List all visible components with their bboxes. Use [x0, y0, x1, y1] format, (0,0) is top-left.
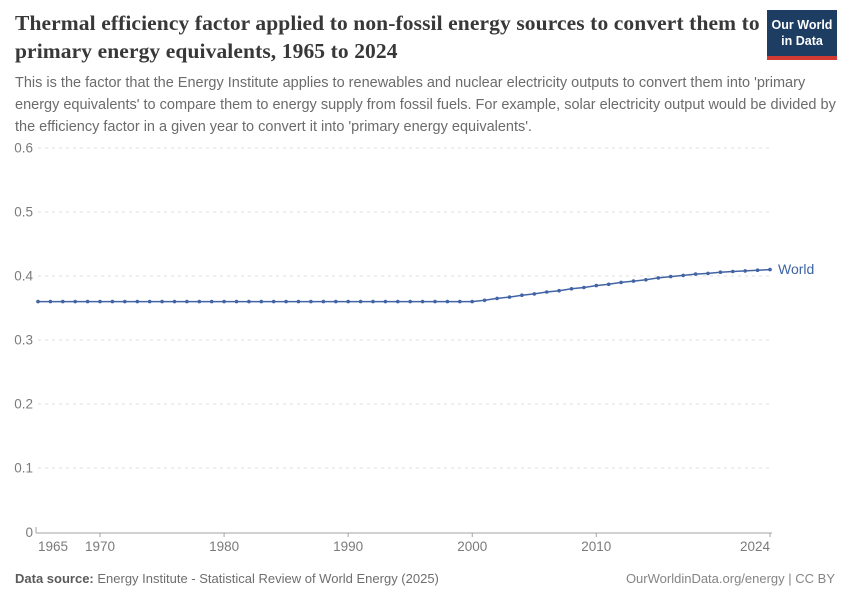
data-point[interactable] [718, 270, 723, 275]
data-point[interactable] [396, 299, 400, 304]
data-point[interactable] [209, 299, 214, 304]
data-point[interactable] [507, 295, 512, 299]
data-point[interactable] [644, 278, 648, 282]
data-point[interactable] [346, 299, 351, 304]
data-point[interactable] [557, 288, 561, 293]
data-point[interactable] [668, 274, 673, 279]
y-tick-label: 0.2 [14, 397, 33, 412]
data-point[interactable] [309, 299, 313, 304]
data-point[interactable] [606, 282, 611, 287]
data-point[interactable] [185, 299, 189, 304]
data-point[interactable] [594, 283, 599, 288]
data-point[interactable] [433, 299, 437, 304]
y-tick-label: 0.3 [14, 333, 33, 348]
data-point[interactable] [520, 293, 524, 298]
data-point[interactable] [160, 299, 164, 304]
data-point[interactable] [98, 299, 102, 304]
data-point[interactable] [296, 299, 301, 304]
data-point[interactable] [470, 299, 475, 304]
data-point[interactable] [755, 268, 760, 273]
data-point[interactable] [259, 299, 264, 304]
data-point[interactable] [61, 299, 65, 304]
x-tick-label: 2000 [457, 539, 487, 554]
x-tick-label: 1970 [85, 539, 115, 554]
data-point[interactable] [334, 299, 338, 304]
data-point[interactable] [147, 299, 152, 304]
x-tick-label: 1980 [209, 539, 239, 554]
data-point[interactable] [731, 269, 735, 274]
chart-subtitle: This is the factor that the Energy Insti… [15, 75, 836, 135]
entity-label-world[interactable]: World [778, 261, 814, 277]
data-line-world[interactable] [38, 268, 771, 303]
data-point[interactable] [619, 280, 623, 285]
chart-header: Thermal efficiency factor applied to non… [15, 10, 760, 65]
owid-logo-line2: in Data [781, 34, 823, 49]
data-point[interactable] [532, 292, 537, 296]
data-point[interactable] [123, 299, 127, 304]
data-point[interactable] [85, 299, 90, 304]
data-point[interactable] [495, 296, 499, 301]
x-tick-label: 2010 [581, 539, 611, 554]
data-point[interactable] [371, 299, 375, 304]
data-point[interactable] [656, 276, 661, 280]
data-point[interactable] [706, 271, 710, 276]
data-point[interactable] [234, 299, 239, 304]
data-point[interactable] [445, 299, 450, 304]
data-point[interactable] [110, 299, 115, 304]
attribution-link[interactable]: OurWorldinData.org/energy | CC BY [625, 571, 835, 586]
data-point[interactable] [743, 269, 747, 273]
data-point[interactable] [271, 299, 276, 304]
data-source-text: Energy Institute - Statistical Review of… [93, 571, 439, 586]
data-point[interactable] [693, 272, 698, 276]
owid-logo-line1: Our World [771, 18, 833, 32]
x-tick-label: 1990 [333, 539, 363, 554]
data-point[interactable] [681, 273, 685, 278]
owid-logo[interactable]: Our World in Data [767, 10, 837, 60]
data-point[interactable] [582, 285, 586, 290]
data-point[interactable] [544, 290, 549, 294]
chart-title: Thermal efficiency factor applied to non… [15, 11, 760, 63]
data-point[interactable] [172, 299, 177, 304]
data-point[interactable] [222, 299, 226, 304]
data-point[interactable] [48, 299, 53, 304]
data-point[interactable] [247, 299, 251, 304]
data-point[interactable] [36, 299, 40, 304]
data-source-label: Data source: [15, 571, 94, 586]
y-tick-label: 0.6 [14, 141, 33, 156]
data-point[interactable] [569, 287, 574, 291]
data-point[interactable] [383, 299, 388, 304]
data-point[interactable] [482, 298, 487, 303]
data-point[interactable] [73, 299, 77, 304]
data-point[interactable] [321, 299, 326, 304]
x-tick-label: 1965 [38, 539, 68, 554]
data-point[interactable] [135, 299, 140, 304]
data-point[interactable] [284, 299, 288, 304]
chart-footer: Data source: Energy Institute - Statisti… [15, 571, 835, 586]
y-tick-label: 0.5 [14, 205, 33, 220]
x-tick-label: 2024 [740, 539, 771, 554]
data-point[interactable] [358, 299, 363, 304]
data-point[interactable] [458, 299, 462, 304]
data-source: Data source: Energy Institute - Statisti… [15, 571, 439, 586]
data-point[interactable] [197, 299, 202, 304]
data-point[interactable] [408, 299, 413, 304]
y-tick-label: 0.1 [14, 461, 33, 476]
y-tick-label: 0.4 [14, 269, 33, 284]
data-point[interactable] [631, 279, 636, 283]
data-point[interactable] [768, 267, 772, 272]
data-point[interactable] [420, 299, 425, 304]
y-tick-label: 0 [25, 525, 33, 540]
